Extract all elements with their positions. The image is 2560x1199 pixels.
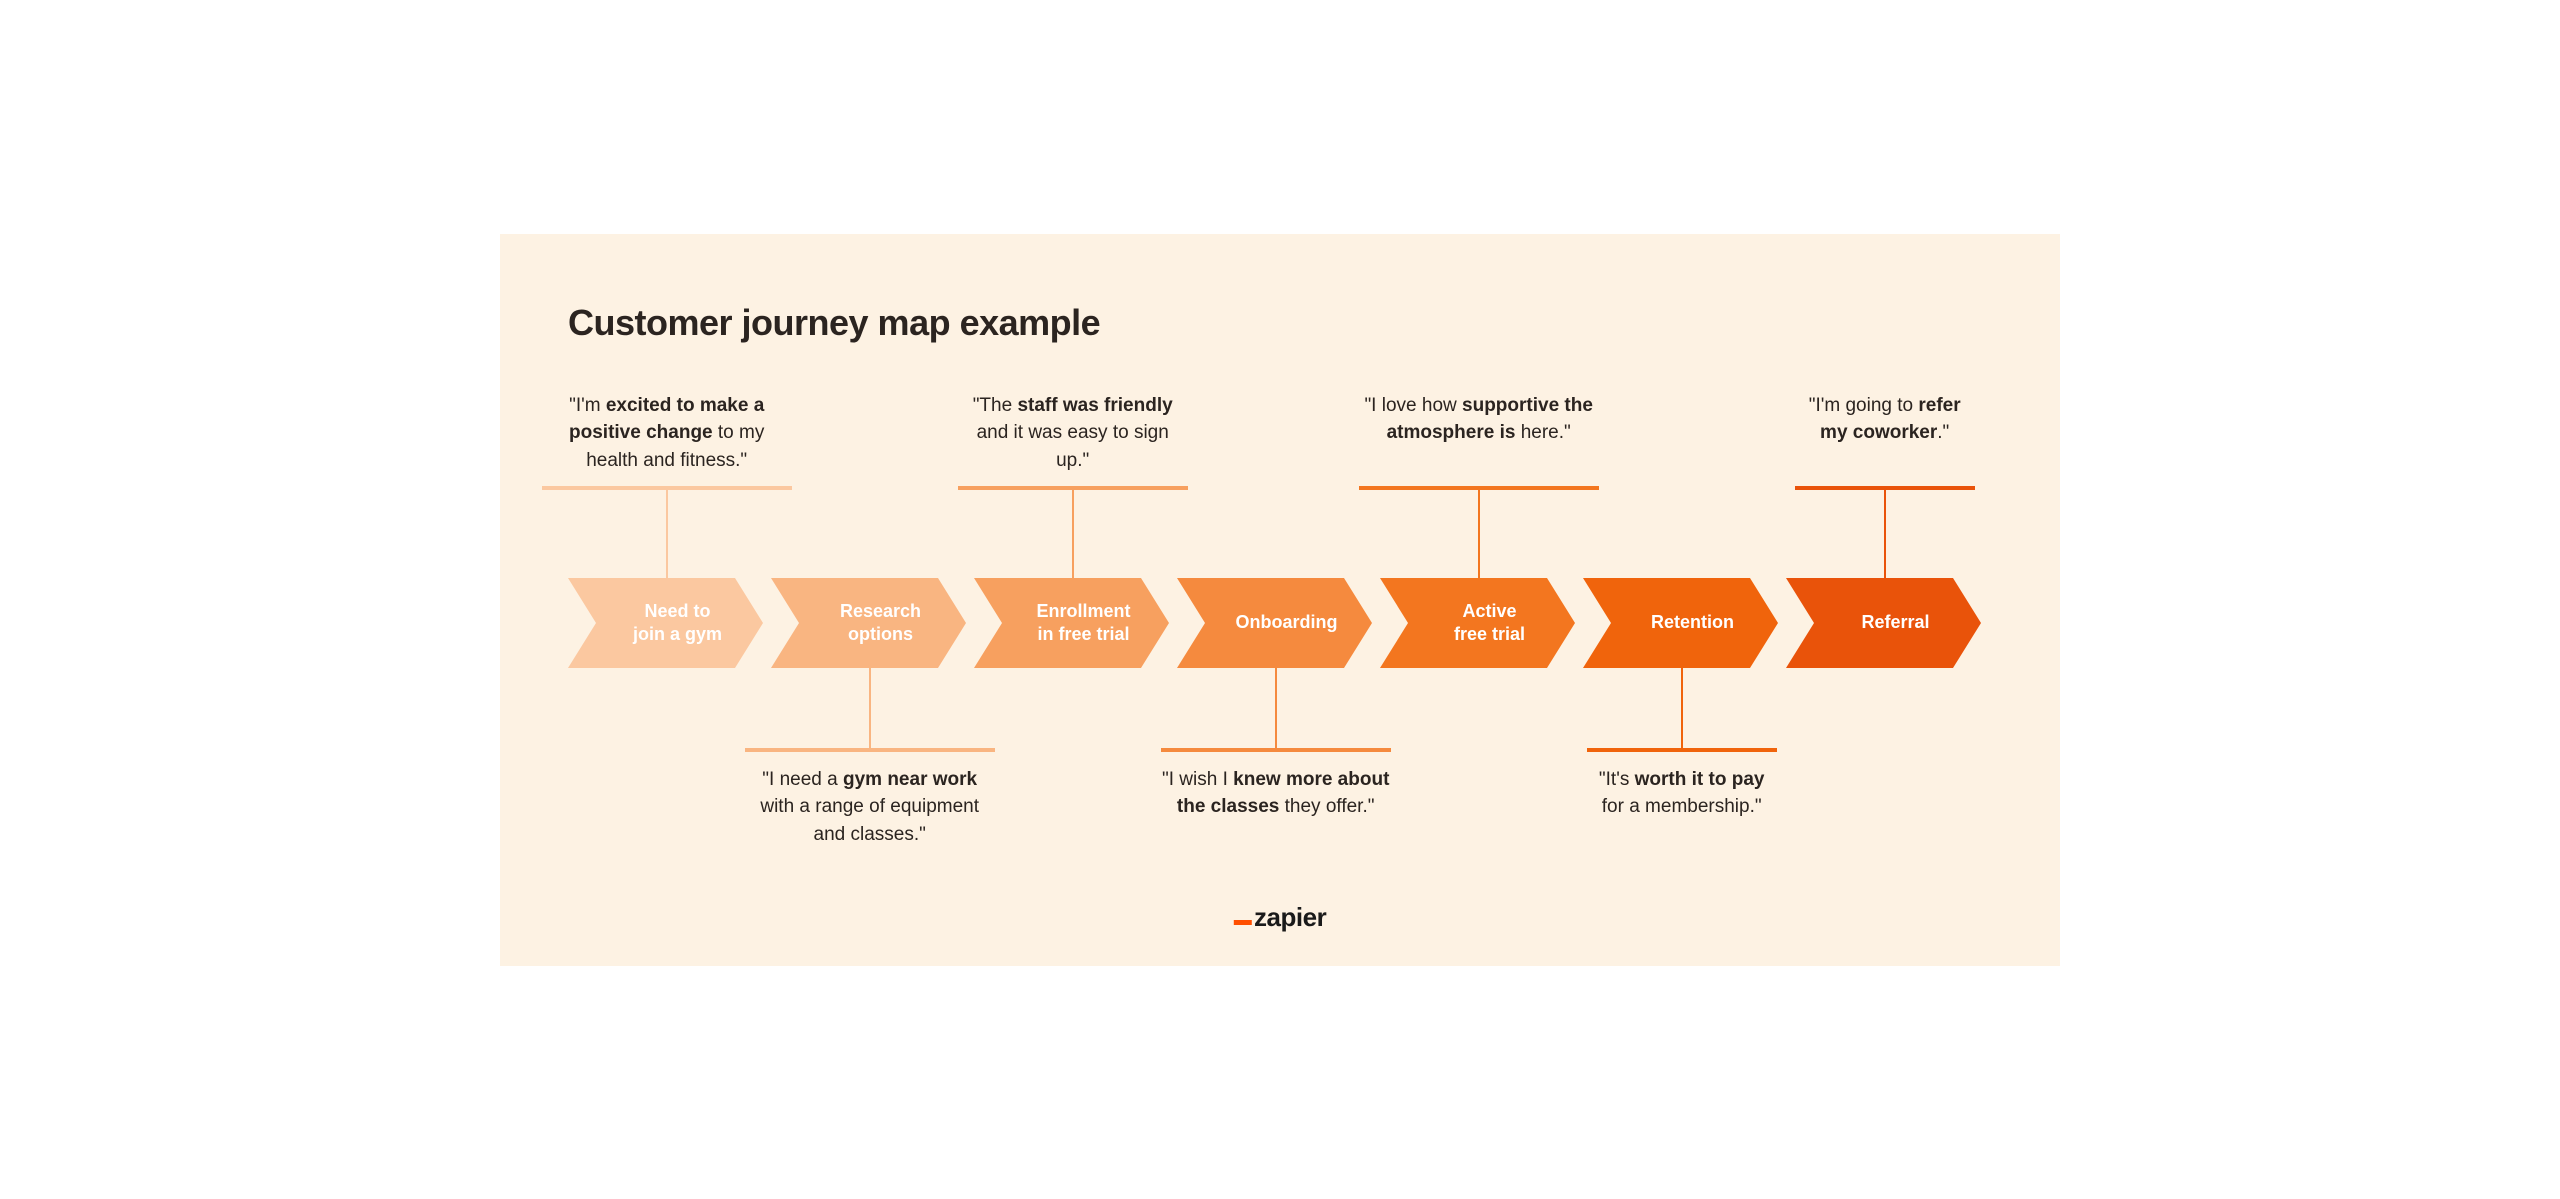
zapier-logo-text: zapier [1254,902,1326,932]
journey-quote: "I wish I knew more about the classes th… [1161,766,1391,821]
journey-step-label: Enrollmentin free trial [1002,578,1165,668]
journey-quote: "I'm excited to make a positive change t… [542,392,792,475]
quote-connector [869,668,871,748]
zapier-logo-bar-icon [1234,920,1252,925]
quote-divider [1587,748,1777,752]
journey-quote: "I'm going to refer my coworker." [1795,392,1975,447]
quote-divider [1161,748,1391,752]
journey-step-label: Referral [1814,578,1977,668]
journey-step-label: Need tojoin a gym [596,578,759,668]
diagram-title: Customer journey map example [568,302,1100,344]
quote-connector [1681,668,1683,748]
journey-step-label: Retention [1611,578,1774,668]
journey-step-label: Activefree trial [1408,578,1571,668]
quote-divider [745,748,995,752]
quote-connector [1275,668,1277,748]
journey-quote: "I love how supportive the atmosphere is… [1359,392,1599,447]
zapier-logo: zapier [1234,902,1326,933]
journey-quote: "The staff was friendly and it was easy … [958,392,1188,475]
quote-connector [666,490,668,578]
journey-step-label: Researchoptions [799,578,962,668]
diagram-canvas: Customer journey map example Need tojoin … [500,234,2060,966]
quote-connector [1478,490,1480,578]
quote-connector [1884,490,1886,578]
quote-connector [1072,490,1074,578]
journey-quote: "I need a gym near work with a range of … [745,766,995,849]
journey-quote: "It's worth it to pay for a membership." [1587,766,1777,821]
journey-step-label: Onboarding [1205,578,1368,668]
